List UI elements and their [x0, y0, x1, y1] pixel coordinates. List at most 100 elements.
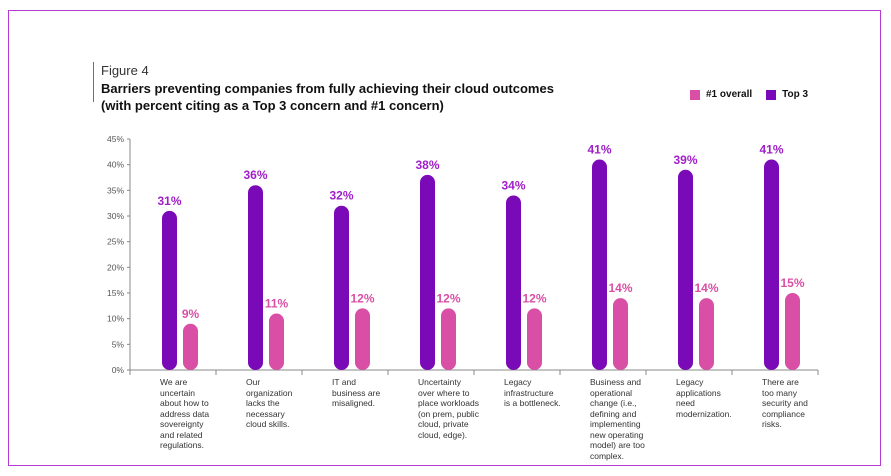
- category-label-line: model) are too: [590, 440, 645, 450]
- category-label-line: cloud, private: [418, 419, 469, 429]
- category-label: There are too many security and compliance r…: [762, 377, 836, 430]
- category-label-line: change (i.e.,: [590, 398, 637, 408]
- category-label-line: new operating: [590, 429, 644, 440]
- category-label-line: IT and: [332, 377, 356, 387]
- bar-overall: [699, 298, 714, 370]
- y-tick-label: 35%: [107, 185, 124, 195]
- bar-top3: [592, 159, 607, 370]
- bar-overall: [785, 293, 800, 370]
- chart-title-line-1: Barriers preventing companies from fully…: [101, 81, 554, 96]
- category-label-line: Our: [246, 377, 261, 387]
- category-label-line: lacks the: [246, 398, 280, 408]
- category-label-line: modernization.: [676, 408, 732, 419]
- y-tick-label: 30%: [107, 211, 124, 221]
- category-label-line: compliance: [762, 408, 805, 419]
- category-label-line: need: [676, 398, 695, 408]
- category-label-line: risks.: [762, 419, 782, 429]
- category-label: Business and operational change (i.e., defi…: [590, 377, 664, 461]
- data-label-top3: 41%: [587, 143, 611, 157]
- category-label-line: Business and: [590, 377, 642, 387]
- data-label-top3: 41%: [759, 143, 783, 157]
- category-label-line: applications: [676, 387, 721, 398]
- category-label-line: uncertain: [160, 387, 195, 398]
- category-label-line: operational: [590, 387, 633, 398]
- chart-title-line-2: (with percent citing as a Top 3 concern …: [101, 98, 444, 113]
- category-label-line: regulations.: [160, 440, 204, 450]
- category-label-line: misaligned.: [332, 398, 375, 408]
- data-label-overall: 12%: [350, 291, 374, 305]
- category-label-line: address data: [160, 408, 210, 419]
- data-label-top3: 38%: [415, 158, 439, 172]
- bar-top3: [678, 169, 693, 370]
- category-label: We are uncertain about how to address data s…: [160, 377, 234, 451]
- data-label-top3: 34%: [501, 178, 525, 192]
- y-tick-label: 40%: [107, 160, 124, 170]
- category-label-line: is a bottleneck.: [504, 398, 561, 408]
- legend-label-top3: Top 3: [782, 89, 809, 100]
- category-label-line: complex.: [590, 450, 625, 461]
- chart-legend: #1 overall Top 3: [690, 89, 822, 100]
- category-label-line: We are: [160, 377, 188, 387]
- data-label-overall: 14%: [608, 281, 632, 295]
- category-label-line: place workloads: [418, 398, 479, 408]
- data-label-overall: 14%: [694, 281, 718, 295]
- category-label-line: cloud, edge).: [418, 429, 468, 440]
- data-label-overall: 11%: [265, 297, 289, 311]
- category-label-line: infrastructure: [504, 387, 554, 398]
- category-label: Legacy applications need modernization.: [676, 377, 750, 419]
- data-label-top3: 32%: [329, 189, 353, 203]
- legend-label-overall: #1 overall: [706, 89, 753, 100]
- category-label-line: Legacy: [504, 377, 532, 387]
- bar-overall: [527, 308, 542, 370]
- bar-top3: [334, 205, 349, 370]
- legend-item-top3: Top 3: [766, 89, 808, 100]
- bar-top3: [162, 210, 177, 370]
- category-label: Our organization lacks the necessary cloud s…: [246, 377, 320, 430]
- data-label-overall: 12%: [436, 291, 460, 305]
- bar-top3: [506, 195, 521, 370]
- category-label-line: implementing: [590, 419, 641, 429]
- y-tick-label: 5%: [112, 339, 125, 349]
- data-label-overall: 12%: [522, 291, 546, 305]
- y-tick-label: 15%: [107, 288, 124, 298]
- bar-overall: [183, 323, 198, 370]
- category-label-line: too many: [762, 387, 797, 398]
- figure-label: Figure 4: [101, 63, 149, 78]
- category-label: Legacy infrastructure is a bottleneck.: [504, 377, 578, 409]
- legend-item-overall: #1 overall: [690, 89, 752, 100]
- bar-overall: [355, 308, 370, 370]
- chart-title: Barriers preventing companies from fully…: [101, 80, 621, 114]
- category-label-line: defining and: [590, 408, 637, 419]
- category-label-line: and related: [160, 429, 203, 440]
- category-label-line: necessary: [246, 408, 285, 419]
- category-label-line: cloud skills.: [246, 419, 290, 429]
- bar-overall: [613, 298, 628, 370]
- figure-frame: [8, 10, 881, 466]
- data-label-overall: 9%: [182, 307, 200, 321]
- bar-top3: [420, 174, 435, 370]
- bar-overall: [269, 313, 284, 370]
- category-label-line: about how to: [160, 398, 209, 408]
- data-label-top3: 39%: [673, 153, 697, 167]
- data-label-top3: 36%: [243, 168, 267, 182]
- category-label-line: business are: [332, 387, 381, 398]
- legend-swatch-top3: [766, 89, 777, 100]
- bar-top3: [764, 159, 779, 370]
- category-label-line: over where to: [418, 387, 470, 398]
- category-label-line: organization: [246, 387, 293, 398]
- bar-overall: [441, 308, 456, 370]
- category-label-line: sovereignty: [160, 419, 204, 429]
- bar-top3: [248, 185, 263, 370]
- data-label-top3: 31%: [157, 194, 181, 208]
- y-tick-label: 25%: [107, 237, 124, 247]
- legend-swatch-overall: [690, 89, 700, 100]
- y-tick-label: 0%: [112, 365, 125, 375]
- category-label: IT and business are misaligned.: [332, 377, 406, 409]
- data-label-overall: 15%: [780, 276, 804, 290]
- category-label-line: Uncertainty: [418, 377, 461, 387]
- title-accent-rule: [93, 62, 94, 102]
- category-label-line: Legacy: [676, 377, 704, 387]
- category-label-line: There are: [762, 377, 799, 387]
- y-tick-label: 10%: [107, 314, 124, 324]
